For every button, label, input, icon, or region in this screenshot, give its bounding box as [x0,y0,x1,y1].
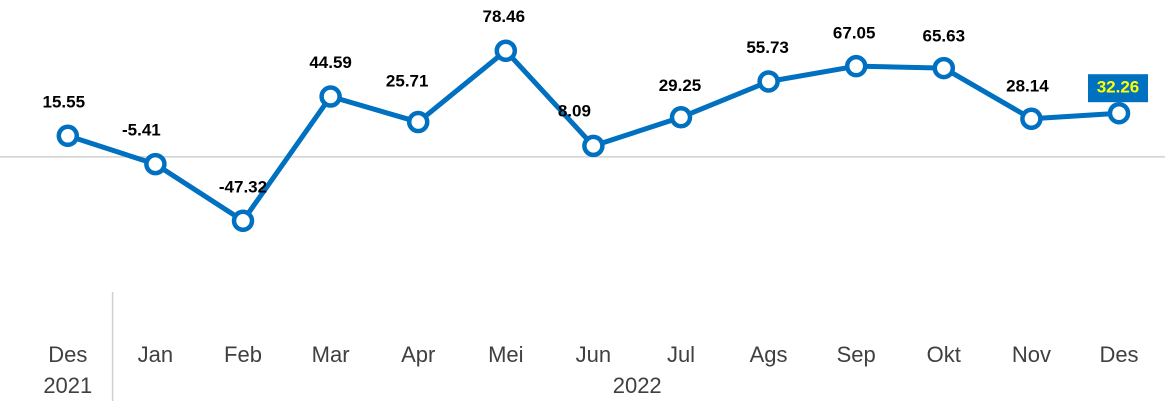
x-tick-label: Jul [667,342,695,367]
point-marker [1020,107,1043,131]
data-label: 25.71 [386,72,429,91]
data-label: 8.09 [558,101,591,120]
x-tick-label: Mei [488,342,523,367]
x-tick-label: Apr [401,342,435,367]
data-label: 78.46 [483,7,526,26]
point-marker [1107,101,1131,125]
x-tick-label: Feb [224,342,262,367]
data-label: 28.14 [1006,76,1049,95]
data-label: 44.59 [309,53,352,72]
x-tick-label: Sep [837,342,876,367]
group-label: 2022 [613,373,662,398]
x-tick-label: Nov [1012,342,1051,367]
point-marker [844,54,868,78]
x-tick-label: Des [1099,342,1138,367]
point-marker [757,70,780,93]
point-marker [319,85,342,108]
x-tick-label: Ags [750,342,788,367]
data-label: 29.25 [659,76,702,95]
data-label: -47.32 [219,177,267,196]
point-marker [494,39,518,62]
group-label: 2021 [43,373,92,398]
point-marker [231,209,255,233]
point-marker [406,110,430,134]
data-label: 65.63 [923,27,966,46]
point-marker [56,124,80,148]
x-tick-label: Okt [927,342,961,367]
point-marker [669,106,693,129]
x-tick-label: Jan [138,342,173,367]
x-tick-label: Jun [576,342,611,367]
highlight-box [1088,74,1148,103]
data-label: 15.55 [43,92,86,111]
point-marker [582,134,605,158]
x-tick-label: Des [48,342,87,367]
data-label: 67.05 [833,24,876,43]
data-label: 55.73 [746,38,789,57]
data-label: -5.41 [122,121,161,140]
x-tick-label: Mar [312,342,350,367]
data-label: 32.26 [1097,78,1140,97]
point-marker [144,152,167,176]
point-marker [932,56,956,80]
